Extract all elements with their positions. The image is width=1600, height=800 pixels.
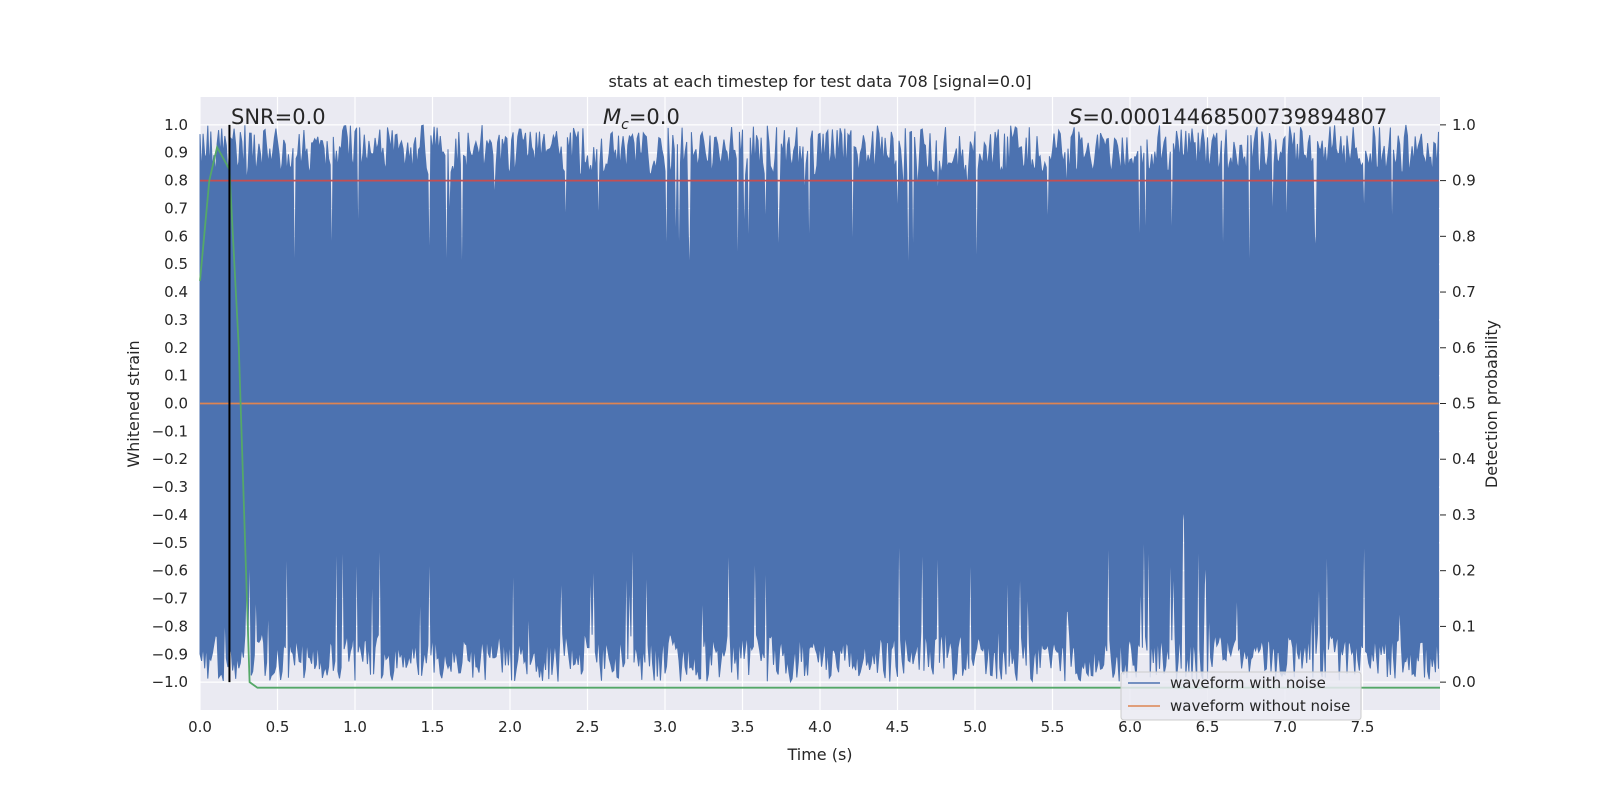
y-tick-label: 0.1 xyxy=(164,367,188,385)
chart-title: stats at each timestep for test data 708… xyxy=(608,72,1031,91)
snr-annotation: SNR=0.0 xyxy=(231,105,326,129)
y-tick-label: 0.7 xyxy=(164,199,188,217)
y-tick-label: 0.0 xyxy=(164,395,188,413)
x-tick-label: 5.0 xyxy=(963,718,987,736)
x-tick-label: 2.0 xyxy=(498,718,522,736)
x-tick-label: 1.5 xyxy=(421,718,445,736)
chirp-mass-annotation: Mc=0.0 xyxy=(603,105,680,133)
y2-tick-label: 0.1 xyxy=(1452,617,1476,635)
y-tick-label: 1.0 xyxy=(164,116,188,134)
x-tick-label: 4.5 xyxy=(886,718,910,736)
y-tick-label: −1.0 xyxy=(152,673,188,691)
y-tick-label: −0.5 xyxy=(152,534,188,552)
y2-tick-label: 0.7 xyxy=(1452,283,1476,301)
x-tick-label: 5.5 xyxy=(1041,718,1065,736)
x-tick-label: 7.5 xyxy=(1351,718,1375,736)
y-tick-label: −0.4 xyxy=(152,506,188,524)
x-tick-label: 1.0 xyxy=(343,718,367,736)
x-tick-label: 0.0 xyxy=(188,718,212,736)
y-tick-label: −0.9 xyxy=(152,645,188,663)
series-lines xyxy=(199,124,1440,689)
legend-label-noise: waveform with noise xyxy=(1170,674,1326,692)
y2-tick-label: 0.9 xyxy=(1452,172,1476,190)
y-tick-label: −0.6 xyxy=(152,562,188,580)
y-tick-label: −0.1 xyxy=(152,422,188,440)
y2-tick-label: 0.8 xyxy=(1452,227,1476,245)
y2-tick-label: 0.6 xyxy=(1452,339,1476,357)
x-tick-label: 3.0 xyxy=(653,718,677,736)
mc-symbol: M xyxy=(603,105,621,129)
y-tick-label: −0.7 xyxy=(152,590,188,608)
y2-tick-label: 0.0 xyxy=(1452,673,1476,691)
x-tick-label: 6.5 xyxy=(1196,718,1220,736)
tick-labels: 0.0 0.5 1.0 1.5 2.0 2.5 3.0 3.5 4.0 4.5 5.0 5.5 6.0 6… xyxy=(152,116,1476,736)
y-tick-label: 0.5 xyxy=(164,255,188,273)
detection-probability-line xyxy=(199,144,1440,689)
y-tick-label: 0.3 xyxy=(164,311,188,329)
mc-value: =0.0 xyxy=(629,105,680,129)
y-tick-label: −0.2 xyxy=(152,450,188,468)
y-tick-label: −0.8 xyxy=(152,617,188,635)
legend-label-clean: waveform without noise xyxy=(1170,697,1350,715)
y-tick-label: 0.6 xyxy=(164,227,188,245)
mc-subscript: c xyxy=(621,117,629,133)
y2-tick-label: 0.3 xyxy=(1452,506,1476,524)
x-tick-label: 3.5 xyxy=(731,718,755,736)
y2-tick-label: 0.2 xyxy=(1452,562,1476,580)
y-tick-label: 0.4 xyxy=(164,283,188,301)
y-tick-label: 0.8 xyxy=(164,172,188,190)
x-tick-label: 2.5 xyxy=(576,718,600,736)
y-axis-title: Whitened strain xyxy=(124,340,143,467)
y-tick-label: −0.3 xyxy=(152,478,188,496)
x-axis-title: Time (s) xyxy=(786,745,852,764)
y2-axis-title: Detection probability xyxy=(1482,320,1501,488)
legend-box xyxy=(1120,671,1362,721)
x-tick-label: 6.0 xyxy=(1118,718,1142,736)
s-symbol: S xyxy=(1069,105,1082,129)
x-tick-label: 0.5 xyxy=(266,718,290,736)
y2-tick-label: 0.5 xyxy=(1452,395,1476,413)
x-tick-label: 7.0 xyxy=(1273,718,1297,736)
y-tick-label: 0.9 xyxy=(164,144,188,162)
s-value: =0.00014468500739894807 xyxy=(1082,105,1387,129)
y2-tick-label: 0.4 xyxy=(1452,450,1476,468)
legend: waveform with noise waveform without noi… xyxy=(1120,671,1362,721)
y2-tick-label: 1.0 xyxy=(1452,116,1476,134)
x-tick-label: 4.0 xyxy=(808,718,832,736)
y-tick-label: 0.2 xyxy=(164,339,188,357)
s-annotation: S=0.00014468500739894807 xyxy=(1069,105,1387,129)
